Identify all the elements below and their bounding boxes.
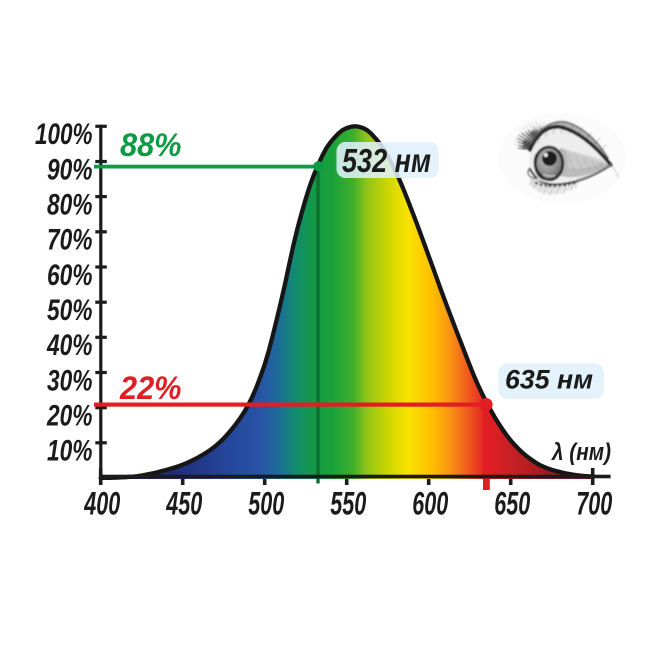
svg-text:20%: 20% <box>46 400 92 433</box>
svg-text:10%: 10% <box>47 435 93 468</box>
svg-text:70%: 70% <box>47 224 93 257</box>
svg-text:40%: 40% <box>46 329 92 362</box>
svg-text:60%: 60% <box>47 259 93 292</box>
svg-text:532 нм: 532 нм <box>342 143 431 180</box>
svg-text:450: 450 <box>166 486 203 522</box>
svg-text:22%: 22% <box>119 370 181 406</box>
svg-text:100%: 100% <box>35 118 93 151</box>
svg-text:50%: 50% <box>47 294 93 327</box>
svg-text:400: 400 <box>84 486 121 522</box>
svg-text:80%: 80% <box>47 188 93 221</box>
svg-text:90%: 90% <box>47 153 93 186</box>
svg-text:635 нм: 635 нм <box>505 365 593 395</box>
svg-text:550: 550 <box>330 486 366 522</box>
svg-text:500: 500 <box>248 486 284 522</box>
svg-text:λ (нм): λ (нм) <box>550 439 611 466</box>
svg-text:700: 700 <box>576 486 612 522</box>
svg-text:600: 600 <box>412 486 448 522</box>
svg-text:88%: 88% <box>120 127 182 163</box>
svg-text:650: 650 <box>494 486 530 522</box>
svg-text:30%: 30% <box>47 364 93 397</box>
